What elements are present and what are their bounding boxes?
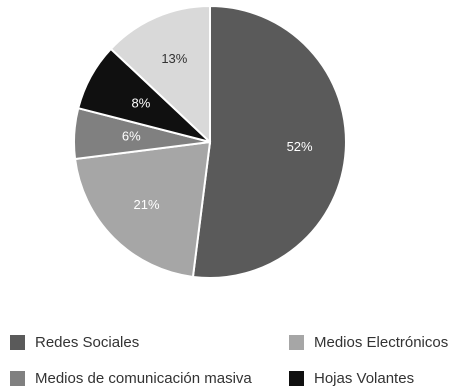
legend-swatch <box>289 334 304 350</box>
legend-item-medios-comunicacion-masiva: Medios de comunicación masiva <box>10 368 252 388</box>
pie-slice-label-4: 13% <box>161 51 187 66</box>
legend-label: Medios de comunicación masiva <box>35 369 252 387</box>
legend-swatch <box>10 370 25 386</box>
pie-slice-label-3: 8% <box>131 95 150 110</box>
legend-label: Hojas Volantes <box>314 369 415 387</box>
legend-swatch <box>289 370 304 386</box>
legend-item-medios-electronicos: Medios Electrónicos <box>289 332 448 352</box>
legend-item-redes-sociales: Redes Sociales <box>10 332 139 352</box>
pie-slice-label-2: 6% <box>122 128 141 143</box>
legend-label: Redes Sociales <box>35 333 140 351</box>
pie-slice-label-1: 21% <box>134 197 160 212</box>
legend-label: Medios Electrónicos <box>314 333 449 351</box>
pie-slice-label-0: 52% <box>287 139 313 154</box>
pie-chart: 52% 21% 6% 8% 13% <box>72 4 347 279</box>
pie-slices <box>72 4 347 279</box>
legend-swatch <box>10 334 25 350</box>
pie-slice-labels: 52% 21% 6% 8% 13% <box>122 51 313 212</box>
pie-slice-1 <box>73 140 212 279</box>
pie-slice-0 <box>191 4 347 279</box>
legend-item-hojas-volantes: Hojas Volantes <box>289 368 414 388</box>
pie-slice-4 <box>109 4 211 145</box>
chart-legend: Redes Sociales Medios Electrónicos Medio… <box>0 322 456 390</box>
